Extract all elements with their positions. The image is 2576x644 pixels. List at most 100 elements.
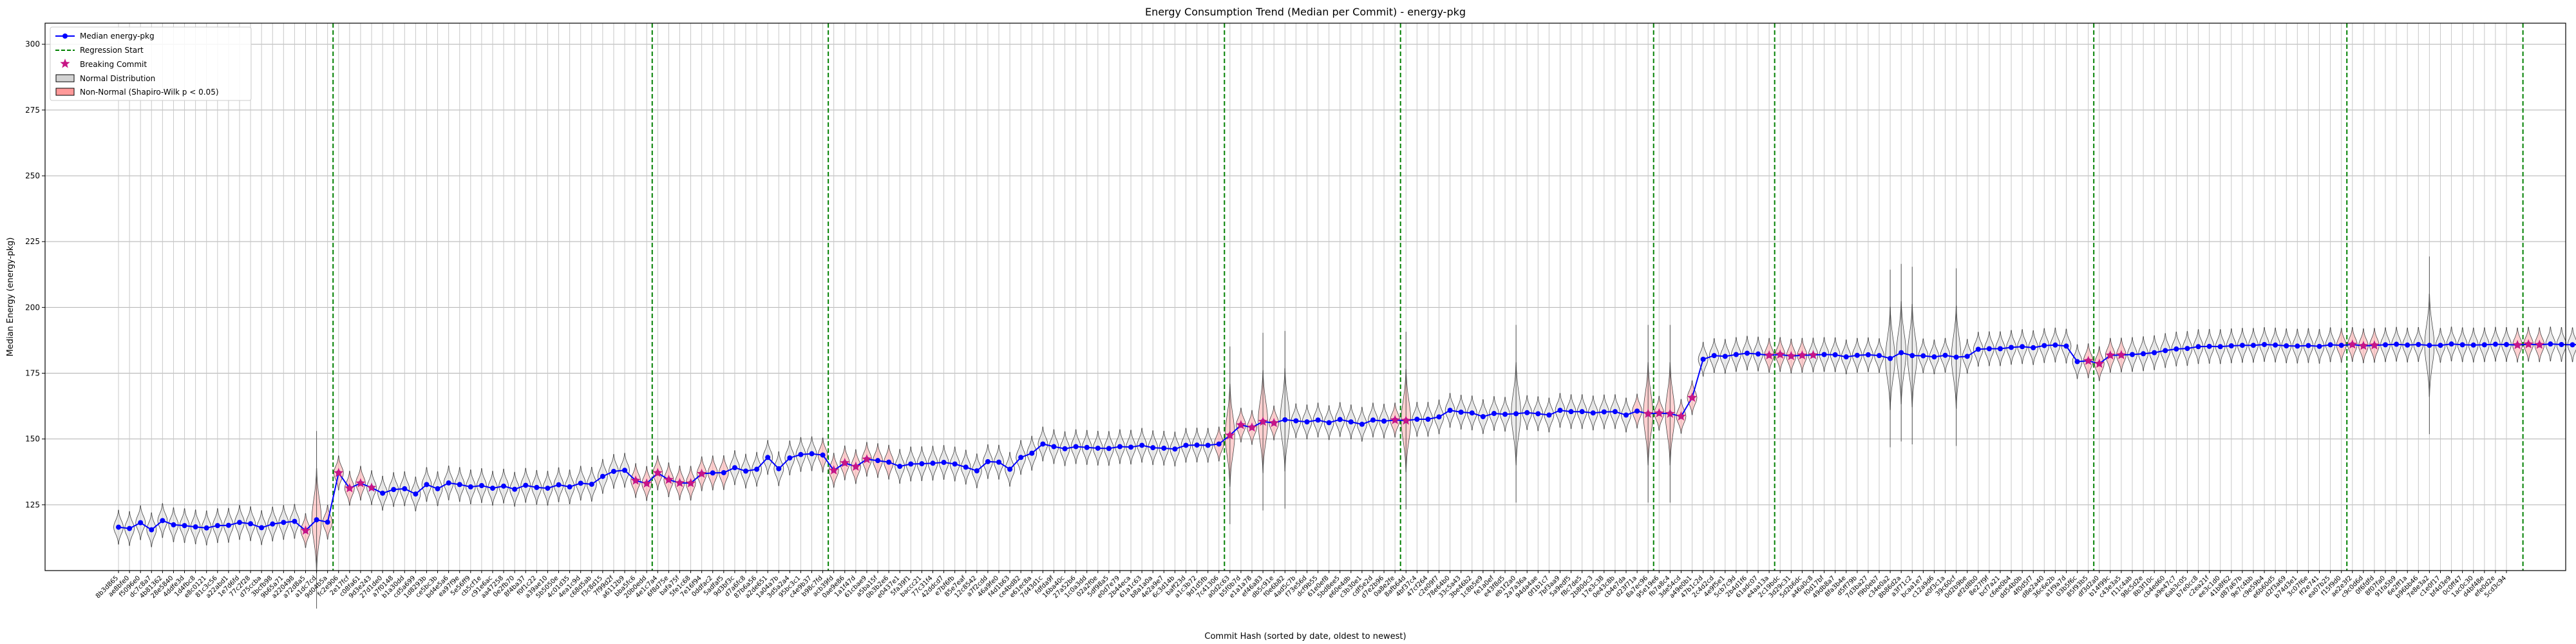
median-point <box>2217 344 2223 350</box>
breaking-commit-star <box>2369 340 2380 350</box>
median-point <box>2405 342 2410 348</box>
median-point <box>489 486 495 491</box>
median-point <box>2063 343 2069 349</box>
median-point <box>2250 343 2256 348</box>
median-point <box>2184 346 2190 352</box>
median-point <box>1139 442 1145 448</box>
median-point <box>2394 341 2400 347</box>
median-point <box>611 468 616 474</box>
y-tick-label: 175 <box>25 369 40 378</box>
median-point <box>1337 417 1343 422</box>
median-point <box>1535 411 1541 417</box>
median-point <box>798 451 804 457</box>
breaking-commit-star <box>1654 408 1664 418</box>
breaking-commit-star <box>641 478 652 488</box>
legend-box <box>50 26 252 101</box>
median-point <box>259 525 265 531</box>
median-point <box>2548 341 2553 347</box>
median-point <box>1161 445 1167 451</box>
median-point <box>1018 455 1024 460</box>
median-point <box>589 481 594 487</box>
median-point <box>1150 445 1156 451</box>
median-point <box>567 484 573 490</box>
median-point <box>1458 409 1464 415</box>
median-point <box>1546 412 1552 418</box>
median-point <box>2481 342 2487 348</box>
median-point <box>1975 346 1981 352</box>
median-point <box>908 461 914 467</box>
median-point <box>2206 343 2212 349</box>
breaking-commit-star <box>2347 339 2358 349</box>
breaking-commit-star <box>851 461 861 471</box>
median-point <box>2141 351 2146 357</box>
breaking-commit-star <box>1797 350 1807 360</box>
breaking-commit-star <box>355 478 366 488</box>
median-point <box>214 523 220 529</box>
median-point <box>787 455 793 461</box>
breaking-commit-star <box>674 477 685 488</box>
median-point <box>2273 342 2278 348</box>
median-point <box>1997 346 2003 352</box>
median-point <box>204 525 209 531</box>
median-point <box>1843 354 1849 360</box>
median-point <box>952 461 958 467</box>
median-point <box>2416 341 2421 347</box>
median-point <box>2492 341 2498 347</box>
y-tick-label: 300 <box>25 40 40 49</box>
median-point <box>1909 353 1915 359</box>
breaking-commit-star <box>2534 339 2544 349</box>
median-point <box>225 522 231 528</box>
breaking-commit-star <box>630 475 641 485</box>
median-point <box>138 520 144 526</box>
legend-label-breaking: Breaking Commit <box>80 60 147 69</box>
median-point <box>413 491 419 497</box>
median-point <box>2239 343 2245 348</box>
median-point <box>1953 354 1959 360</box>
breaking-commit-star <box>2105 350 2116 360</box>
median-point <box>314 517 319 523</box>
median-point <box>545 486 551 491</box>
median-point <box>1073 444 1079 450</box>
legend-label-median: Median energy-pkg <box>80 32 155 41</box>
breaking-commit-star <box>2116 350 2126 359</box>
median-point <box>2130 352 2136 357</box>
median-point <box>1502 412 1508 417</box>
breaking-commit-star <box>1269 417 1279 428</box>
median-point <box>765 455 771 460</box>
median-point <box>236 520 242 526</box>
median-point <box>1480 413 1486 419</box>
y-tick-label: 150 <box>25 435 40 444</box>
median-point <box>478 483 484 489</box>
median-point <box>2052 342 2058 348</box>
median-point <box>457 482 462 488</box>
median-point <box>2559 341 2564 347</box>
median-point <box>776 466 782 471</box>
median-point <box>1601 409 1607 415</box>
median-point <box>182 523 187 529</box>
median-point <box>1524 410 1530 415</box>
breaking-commit-star <box>2358 341 2369 350</box>
median-point <box>1623 412 1629 418</box>
median-point <box>1964 354 1970 359</box>
chart-title: Energy Consumption Trend (Median per Com… <box>1145 6 1466 18</box>
median-point <box>941 460 947 466</box>
median-point <box>193 524 198 530</box>
median-point <box>2262 341 2268 347</box>
median-point <box>171 522 176 527</box>
median-point <box>1128 444 1134 450</box>
median-point <box>2031 345 2036 350</box>
median-point <box>2306 343 2311 348</box>
breaking-commit-star <box>663 475 674 484</box>
breaking-commit-star <box>300 525 311 535</box>
breaking-commit-star <box>2512 339 2523 350</box>
median-point <box>2020 344 2025 350</box>
median-point <box>1007 466 1013 472</box>
median-point <box>160 518 166 524</box>
median-point <box>754 466 760 472</box>
x-axis-ticks: 8b3d865ae8bfe0f5096e0dc7c8a74b8136228e58… <box>95 571 2508 600</box>
median-point <box>1051 444 1057 450</box>
median-point <box>2316 343 2322 349</box>
median-point <box>2504 341 2509 347</box>
median-point <box>501 483 507 489</box>
median-point <box>1513 411 1519 417</box>
